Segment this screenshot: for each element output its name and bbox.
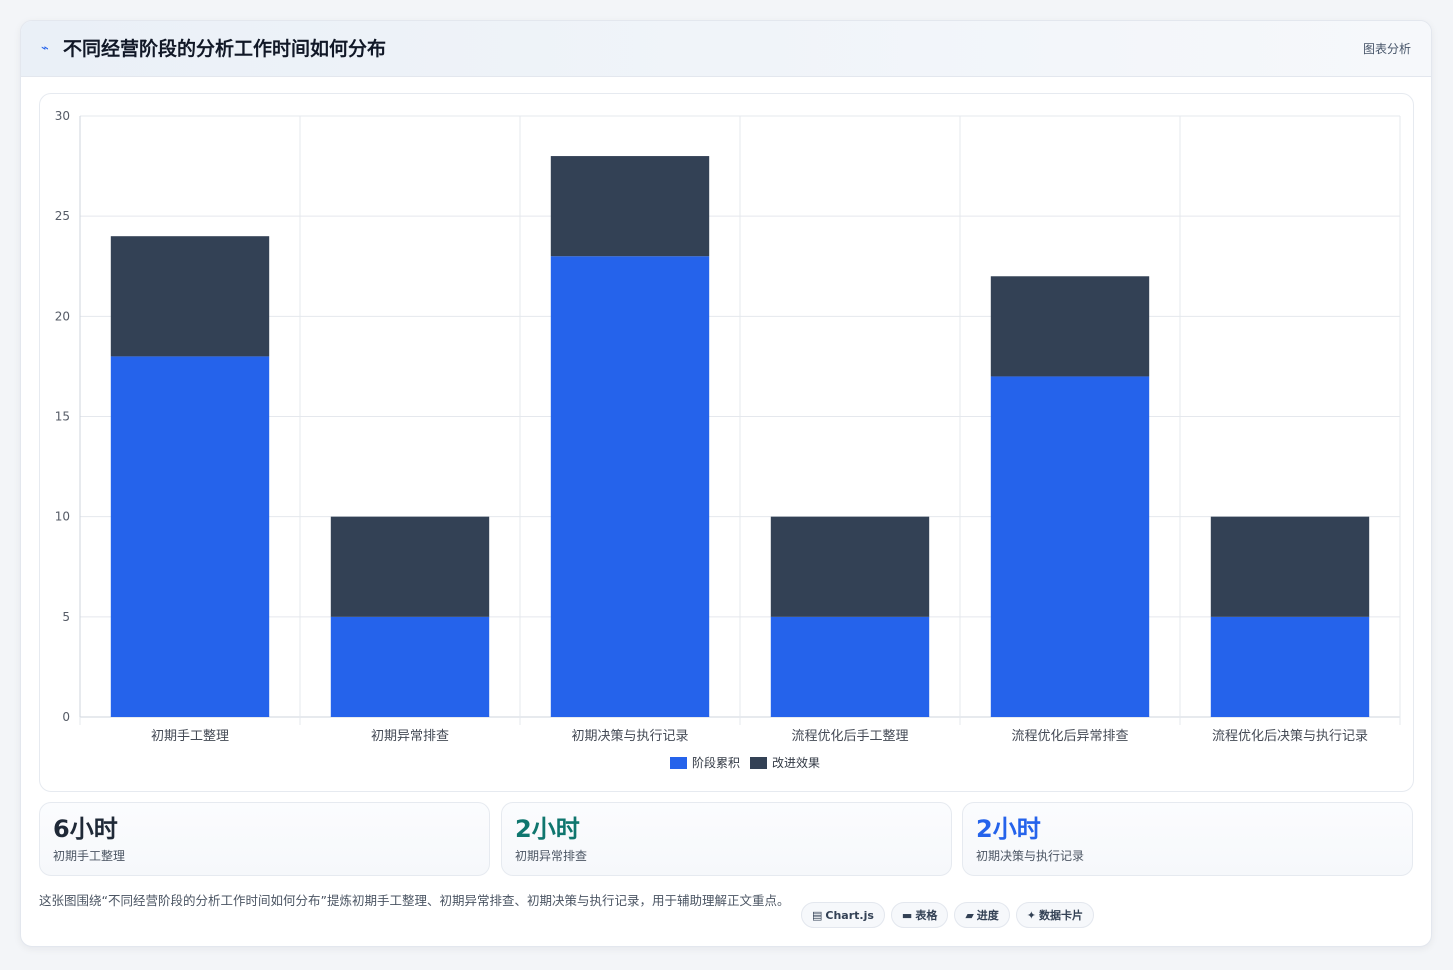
bar-improvement	[1210, 516, 1370, 617]
chip-chartjs[interactable]: ▤ Chart.js	[801, 902, 885, 928]
stat-label: 初期异常排查	[515, 849, 588, 863]
x-tick-label: 初期异常排查	[371, 729, 449, 744]
progress-icon: ▰	[965, 909, 974, 922]
chart-panel: 0 5 10 15 20 25 30 初期手工整理 初期异常排查 初期决策与执行记录 流程优化后手工…	[39, 93, 1414, 792]
stat-card-2: 2小时 初期异常排查	[501, 802, 952, 876]
chip-label: 数据卡片	[1039, 909, 1084, 922]
chip-label: 表格	[915, 909, 938, 922]
table-icon: ▬	[901, 909, 913, 922]
x-tick-label: 初期决策与执行记录	[571, 728, 688, 744]
y-tick-label: 20	[55, 309, 70, 323]
chip-label: 进度	[976, 909, 999, 922]
y-tick-label: 10	[55, 510, 70, 524]
sparkle-icon: ✦	[1026, 909, 1037, 922]
bar-stage-cumulative	[770, 616, 930, 717]
y-tick-label: 15	[55, 410, 70, 424]
legend-swatch	[670, 757, 687, 769]
legend-label: 阶段累积	[692, 755, 740, 770]
bar-improvement	[110, 236, 270, 357]
bar-stage-cumulative	[110, 356, 270, 717]
stat-value: 2小时	[976, 815, 1041, 843]
y-tick-label: 30	[55, 109, 70, 123]
x-tick-label: 流程优化后手工整理	[791, 729, 908, 744]
chart-description: 这张图围绕“不同经营阶段的分析工作时间如何分布”提炼初期手工整理、初期异常排查、…	[39, 893, 790, 908]
bar-improvement	[550, 156, 710, 257]
header-tag: 图表分析	[1362, 42, 1411, 56]
stat-label: 初期手工整理	[53, 849, 126, 863]
legend-label: 改进效果	[772, 755, 820, 770]
bar-stage-cumulative	[330, 616, 490, 717]
bar-improvement	[330, 516, 490, 617]
bar-stage-cumulative	[1210, 616, 1370, 717]
card-header: ⌁ 不同经营阶段的分析工作时间如何分布 图表分析	[21, 21, 1431, 77]
x-tick-label: 初期手工整理	[151, 729, 229, 744]
bar-improvement	[770, 516, 930, 617]
stat-value: 6小时	[53, 815, 118, 843]
chip-table[interactable]: ▬ 表格	[890, 902, 949, 928]
y-tick-label: 5	[62, 610, 70, 624]
chip-label: Chart.js	[825, 909, 874, 922]
chip-progress[interactable]: ▰ 进度	[954, 902, 1010, 928]
y-tick-label: 25	[55, 209, 70, 223]
chart-card: ⌁ 不同经营阶段的分析工作时间如何分布 图表分析 0 5 10 15 20 25 30 初期手…	[20, 20, 1432, 947]
chart-icon: ▤	[812, 909, 823, 922]
bar-stage-cumulative	[550, 256, 710, 717]
line-chart-icon: ⌁	[41, 41, 49, 56]
bar-stage-cumulative	[990, 376, 1150, 717]
x-tick-label: 流程优化后异常排查	[1011, 729, 1128, 744]
stat-card-3: 2小时 初期决策与执行记录	[962, 802, 1413, 876]
tech-chips: ▤ Chart.js ▬ 表格 ▰ 进度 ✦ 数据卡片	[801, 902, 1100, 928]
stat-label: 初期决策与执行记录	[976, 849, 1085, 863]
bar-improvement	[990, 276, 1150, 377]
chip-data-card[interactable]: ✦ 数据卡片	[1015, 902, 1095, 928]
stat-card-1: 6小时 初期手工整理	[39, 802, 490, 876]
x-tick-label: 流程优化后决策与执行记录	[1212, 728, 1368, 744]
y-tick-label: 0	[62, 710, 70, 724]
stat-value: 2小时	[515, 815, 580, 843]
legend-swatch	[750, 757, 767, 769]
page-title: 不同经营阶段的分析工作时间如何分布	[63, 38, 387, 60]
stacked-bar-chart: 0 5 10 15 20 25 30 初期手工整理 初期异常排查 初期决策与执行记录 流程优化后手工…	[55, 109, 1401, 770]
